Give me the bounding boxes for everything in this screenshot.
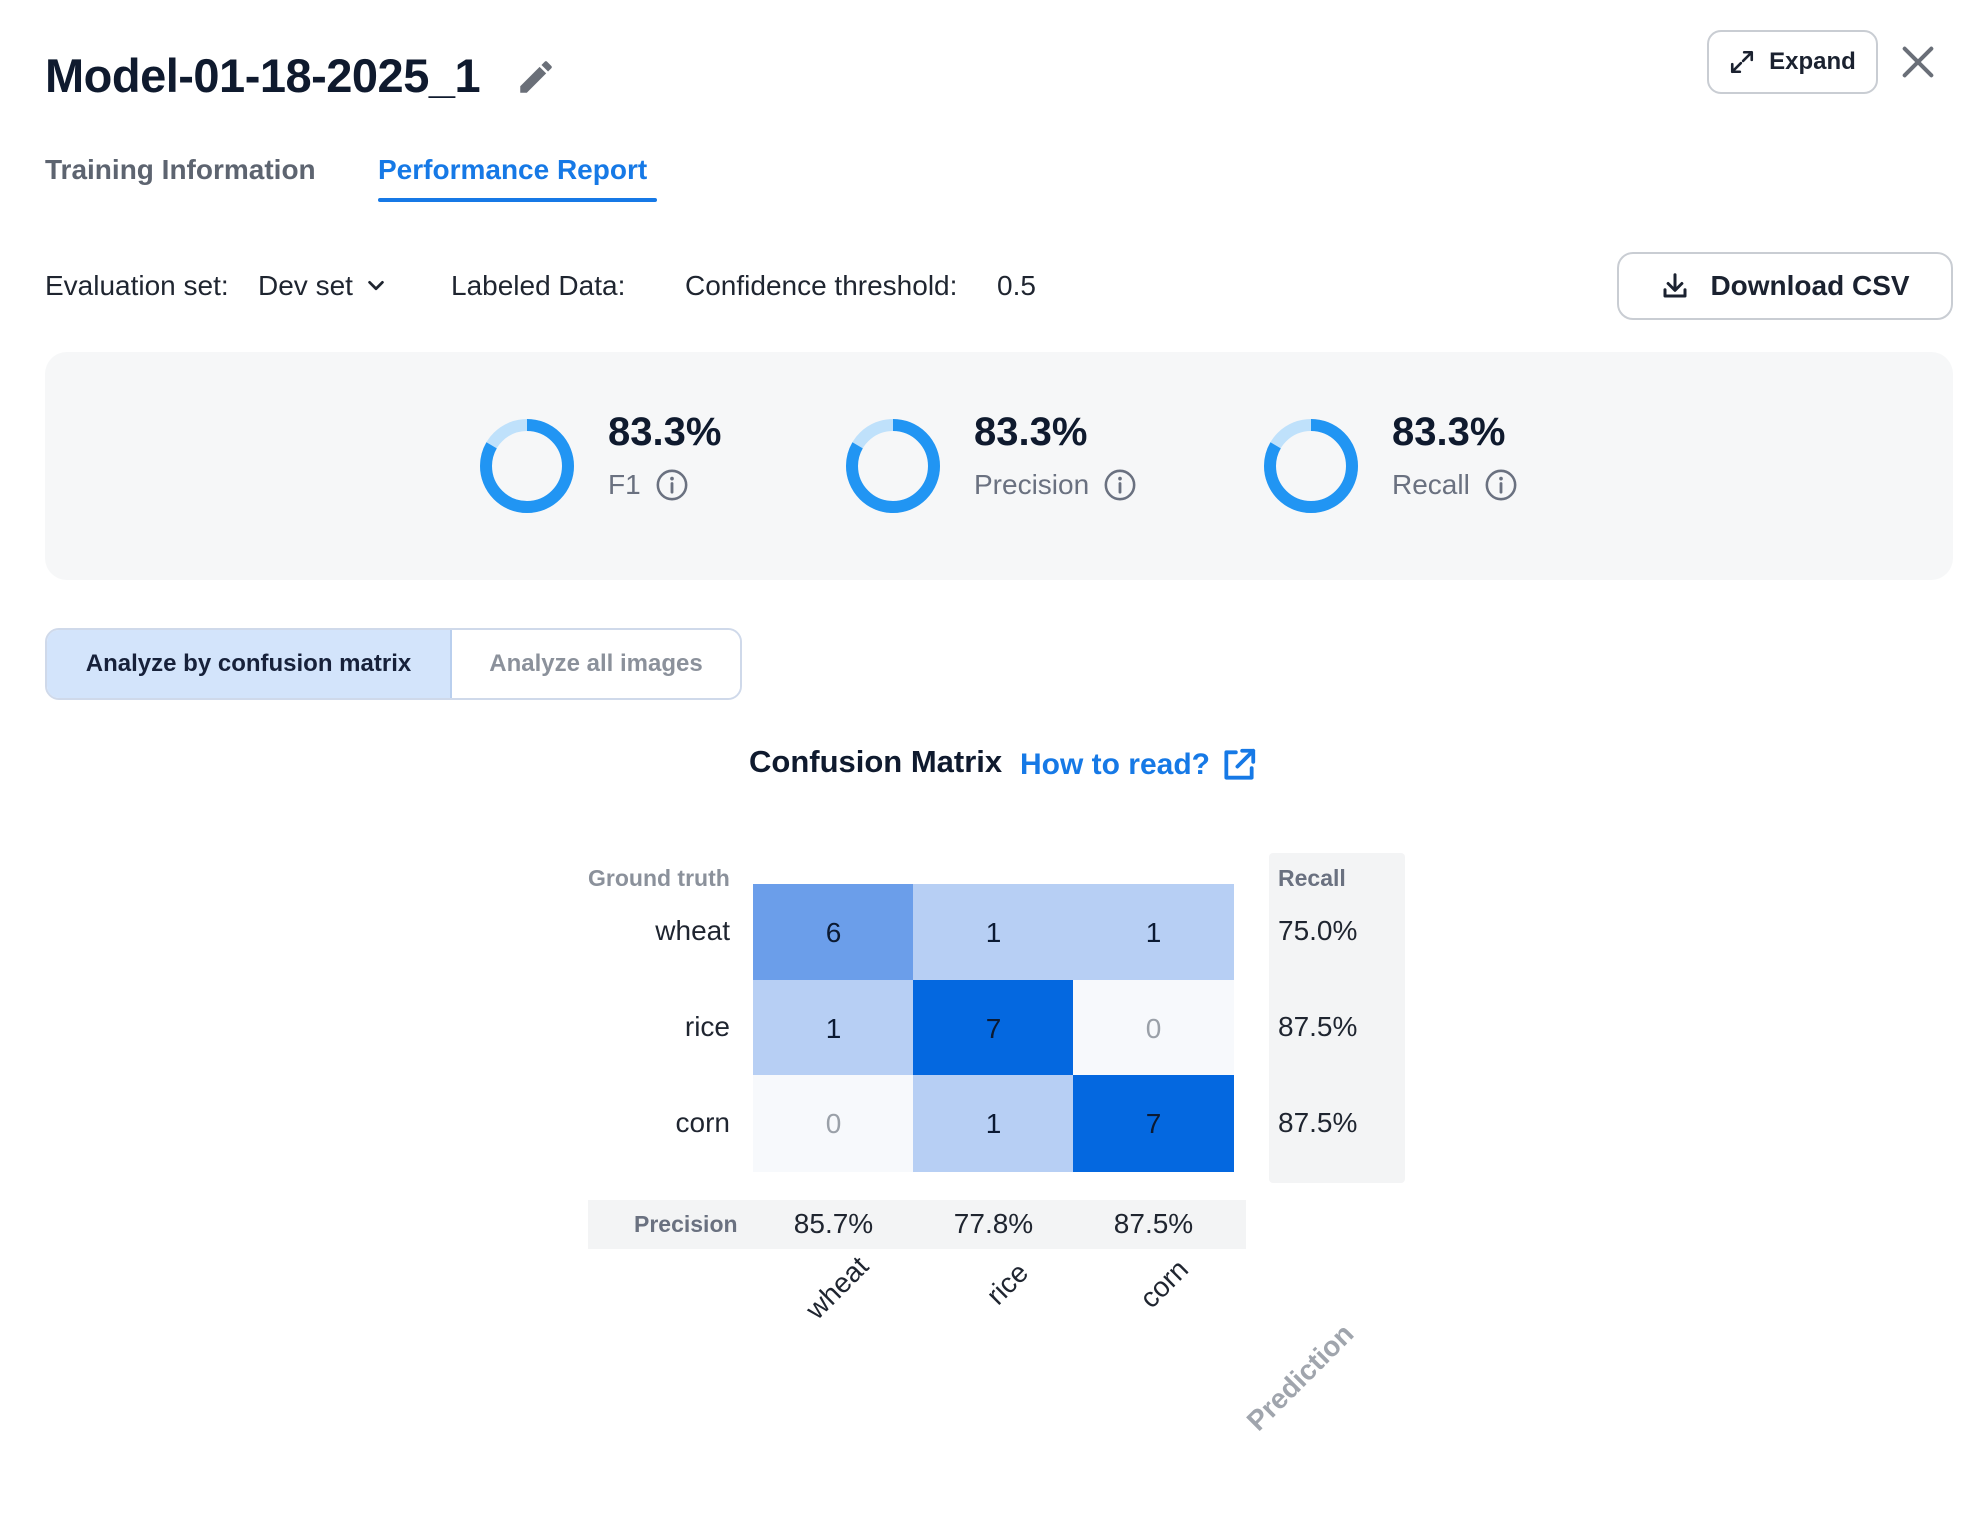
recall-donut-chart [1264,419,1358,513]
metrics-panel [45,352,1953,580]
f1-value: 83.3% [608,410,722,454]
info-icon[interactable] [1484,468,1518,502]
evaluation-set-value: Dev set [258,270,353,301]
download-csv-button[interactable]: Download CSV [1617,252,1953,320]
recall-value-wheat: 75.0% [1278,915,1358,946]
confidence-threshold-value: 0.5 [997,270,1036,301]
f1-label-group: F1 [608,468,689,502]
recall-value: 83.3% [1392,410,1506,454]
precision-label-group: Precision [974,468,1137,502]
f1-donut-chart [480,419,574,513]
analyze-mode-toggle: Analyze by confusion matrix Analyze all … [45,628,742,700]
pencil-icon[interactable] [515,56,557,98]
confusion-matrix-title: Confusion Matrix [749,744,1003,779]
chevron-down-icon [368,280,384,291]
precision-value-wheat: 85.7% [793,1208,874,1239]
recall-value-corn: 87.5% [1278,1107,1358,1138]
analyze-by-confusion-matrix-button[interactable]: Analyze by confusion matrix [47,630,452,698]
matrix-cell[interactable]: 6 [753,884,914,981]
matrix-cell[interactable]: 1 [1073,884,1234,981]
precision-label: Precision [974,469,1090,500]
labeled-data-label: Labeled Data: [451,270,626,301]
prediction-axis-label: Prediction [1240,1317,1360,1437]
evaluation-set-label: Evaluation set: [45,270,229,301]
matrix-cell[interactable]: 1 [913,884,1074,981]
precision-value-rice: 77.8% [953,1208,1034,1239]
expand-label: Expand [1769,48,1856,75]
matrix-cell[interactable]: 1 [753,980,914,1077]
recall-header: Recall [1278,865,1346,891]
analyze-all-images-button[interactable]: Analyze all images [452,630,740,698]
row-label-wheat: wheat [655,915,730,946]
matrix-cell[interactable]: 7 [913,980,1074,1077]
evaluation-set-dropdown[interactable]: Dev set [258,270,387,302]
precision-header: Precision [634,1211,738,1237]
f1-label: F1 [608,469,641,500]
precision-row [588,1200,1246,1249]
info-icon[interactable] [1103,468,1137,502]
page-title: Model-01-18-2025_1 [45,49,481,102]
matrix-cell[interactable]: 0 [753,1075,914,1172]
info-icon[interactable] [655,468,689,502]
expand-button[interactable]: Expand [1707,30,1878,94]
tab-training-information[interactable]: Training Information [45,154,316,185]
external-link-icon [1224,748,1256,780]
matrix-cell[interactable]: 0 [1073,980,1234,1077]
row-label-rice: rice [684,1011,730,1042]
precision-value: 83.3% [974,410,1088,454]
download-csv-label: Download CSV [1710,270,1910,301]
close-icon[interactable] [1898,42,1938,82]
ground-truth-label: Ground truth [588,865,730,891]
how-to-read-label: How to read? [1020,748,1211,781]
download-icon [1663,273,1687,298]
recall-label: Recall [1392,469,1470,500]
confidence-threshold-label: Confidence threshold: [685,270,958,301]
expand-icon [1731,50,1754,74]
column-label-wheat: wheat [799,1250,875,1326]
tab-performance-report[interactable]: Performance Report [378,154,648,185]
how-to-read-link[interactable]: How to read? [1020,746,1258,784]
recall-column [1269,853,1405,1183]
precision-value-corn: 87.5% [1113,1208,1194,1239]
active-tab-indicator [378,198,657,202]
column-label-rice: rice [980,1256,1035,1311]
matrix-cell[interactable]: 1 [913,1075,1074,1172]
recall-value-rice: 87.5% [1278,1011,1358,1042]
precision-donut-chart [846,419,940,513]
recall-label-group: Recall [1392,468,1518,502]
row-label-corn: corn [675,1107,730,1138]
matrix-cell[interactable]: 7 [1073,1075,1234,1172]
column-label-corn: corn [1133,1253,1195,1314]
